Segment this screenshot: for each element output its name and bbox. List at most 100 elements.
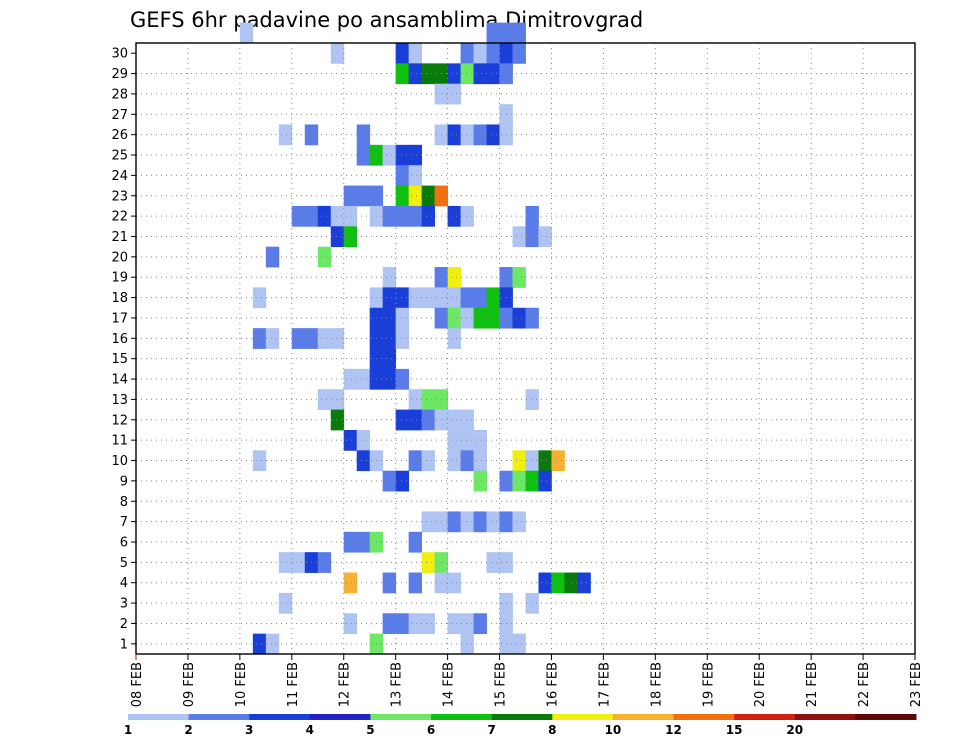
heatmap-cell [525,205,539,227]
heatmap-cell [447,511,461,533]
colorbar-label: 2 [184,723,192,737]
heatmap-cells [239,22,591,655]
y-tick-label: 30 [111,47,128,62]
heatmap-cell [460,613,474,635]
heatmap-cell [395,409,410,431]
heatmap-cell [382,348,397,370]
heatmap-cell [473,43,487,64]
x-tick-label: 16 FEB [545,662,560,707]
heatmap-cell [382,572,397,594]
heatmap-cell [343,531,358,553]
heatmap-cell [395,63,410,85]
x-tick-label: 15 FEB [494,662,509,707]
heatmap-cell [486,43,500,64]
heatmap-cell [395,613,410,635]
heatmap-cell [382,287,397,309]
heatmap-cell [486,22,500,44]
colorbar-label: 4 [306,723,314,737]
heatmap-cell [395,368,410,390]
heatmap-cell [421,185,436,207]
x-tick-label: 09 FEB [182,662,197,707]
heatmap-cell [512,511,526,533]
heatmap-cell [512,470,526,492]
heatmap-cell [473,287,487,309]
x-tick-label: 18 FEB [649,662,664,707]
y-tick-label: 12 [111,413,128,428]
heatmap-cell [512,307,526,329]
heatmap-cell [421,63,436,85]
colorbar-segment [249,714,311,720]
heatmap-cell [460,450,474,472]
y-tick-label: 20 [111,250,128,265]
colorbar-label: 5 [366,723,374,737]
heatmap-cell [421,409,436,431]
y-tick-label: 24 [111,169,128,184]
y-tick-label: 7 [120,515,128,530]
heatmap-cell [525,470,539,492]
y-tick-label: 27 [111,108,128,123]
heatmap-cell [447,287,461,309]
colorbar-label: 20 [786,723,803,737]
heatmap-cell [551,450,565,472]
heatmap-cell [382,205,397,227]
heatmap-cell [343,185,358,207]
x-tick-label: 10 FEB [234,662,249,707]
heatmap-cell [525,307,539,329]
heatmap-cell [486,287,500,309]
heatmap-cell [473,429,487,451]
heatmap-cell [278,124,293,146]
heatmap-cell [447,572,461,594]
colorbar-segment [612,714,675,720]
y-tick-label: 9 [120,474,128,489]
heatmap-cell [330,205,345,227]
heatmap-cell [356,429,371,451]
heatmap-cell [447,328,461,349]
heatmap-cell [473,307,487,329]
heatmap-cell [291,552,306,573]
heatmap-cell [486,552,500,573]
heatmap-cell [330,43,345,64]
heatmap-cell [408,185,423,207]
colorbar-segment [491,714,553,720]
x-tick-label: 21 FEB [805,662,820,707]
heatmap-cell [356,531,371,553]
heatmap-cell [408,572,423,594]
heatmap-cell [525,226,539,248]
x-axis-ticks: 08 FEB 09 FEB 10 FEB 11 FEB 12 FEB 13 FEB 14 F… [130,654,924,707]
heatmap-cell [265,633,280,655]
heatmap-cell [486,63,500,85]
heatmap-cell [421,389,436,410]
heatmap-cell [447,124,461,146]
heatmap-cell [512,43,526,64]
heatmap-cell [486,124,500,146]
heatmap-cell [473,124,487,146]
heatmap-cell [382,307,397,329]
colorbar-label: 6 [427,723,435,737]
heatmap-cell [252,450,267,472]
y-tick-label: 15 [111,352,128,367]
heatmap-cell [460,409,474,431]
heatmap-cell [382,613,397,635]
heatmap-cell [408,409,423,431]
heatmap-cell [408,531,423,553]
heatmap-cell [421,205,436,227]
heatmap-cell [447,613,461,635]
heatmap-cell [395,328,410,349]
heatmap-cell [252,287,267,309]
y-tick-label: 21 [111,230,128,245]
colorbar-label: 12 [665,723,682,737]
heatmap-cell [460,429,474,451]
heatmap-cell [473,450,487,472]
colorbar-label: 15 [726,723,743,737]
colorbar-segment [734,714,796,720]
heatmap-cell [395,470,410,492]
heatmap-cell [473,63,487,85]
heatmap-cell [447,307,461,329]
y-tick-label: 26 [111,128,128,143]
heatmap-cell [538,572,552,594]
heatmap-cell [447,429,461,451]
heatmap-cell [252,633,267,655]
heatmap-cell [512,226,526,248]
heatmap-cell [408,389,423,410]
colorbar-segment [794,714,856,720]
